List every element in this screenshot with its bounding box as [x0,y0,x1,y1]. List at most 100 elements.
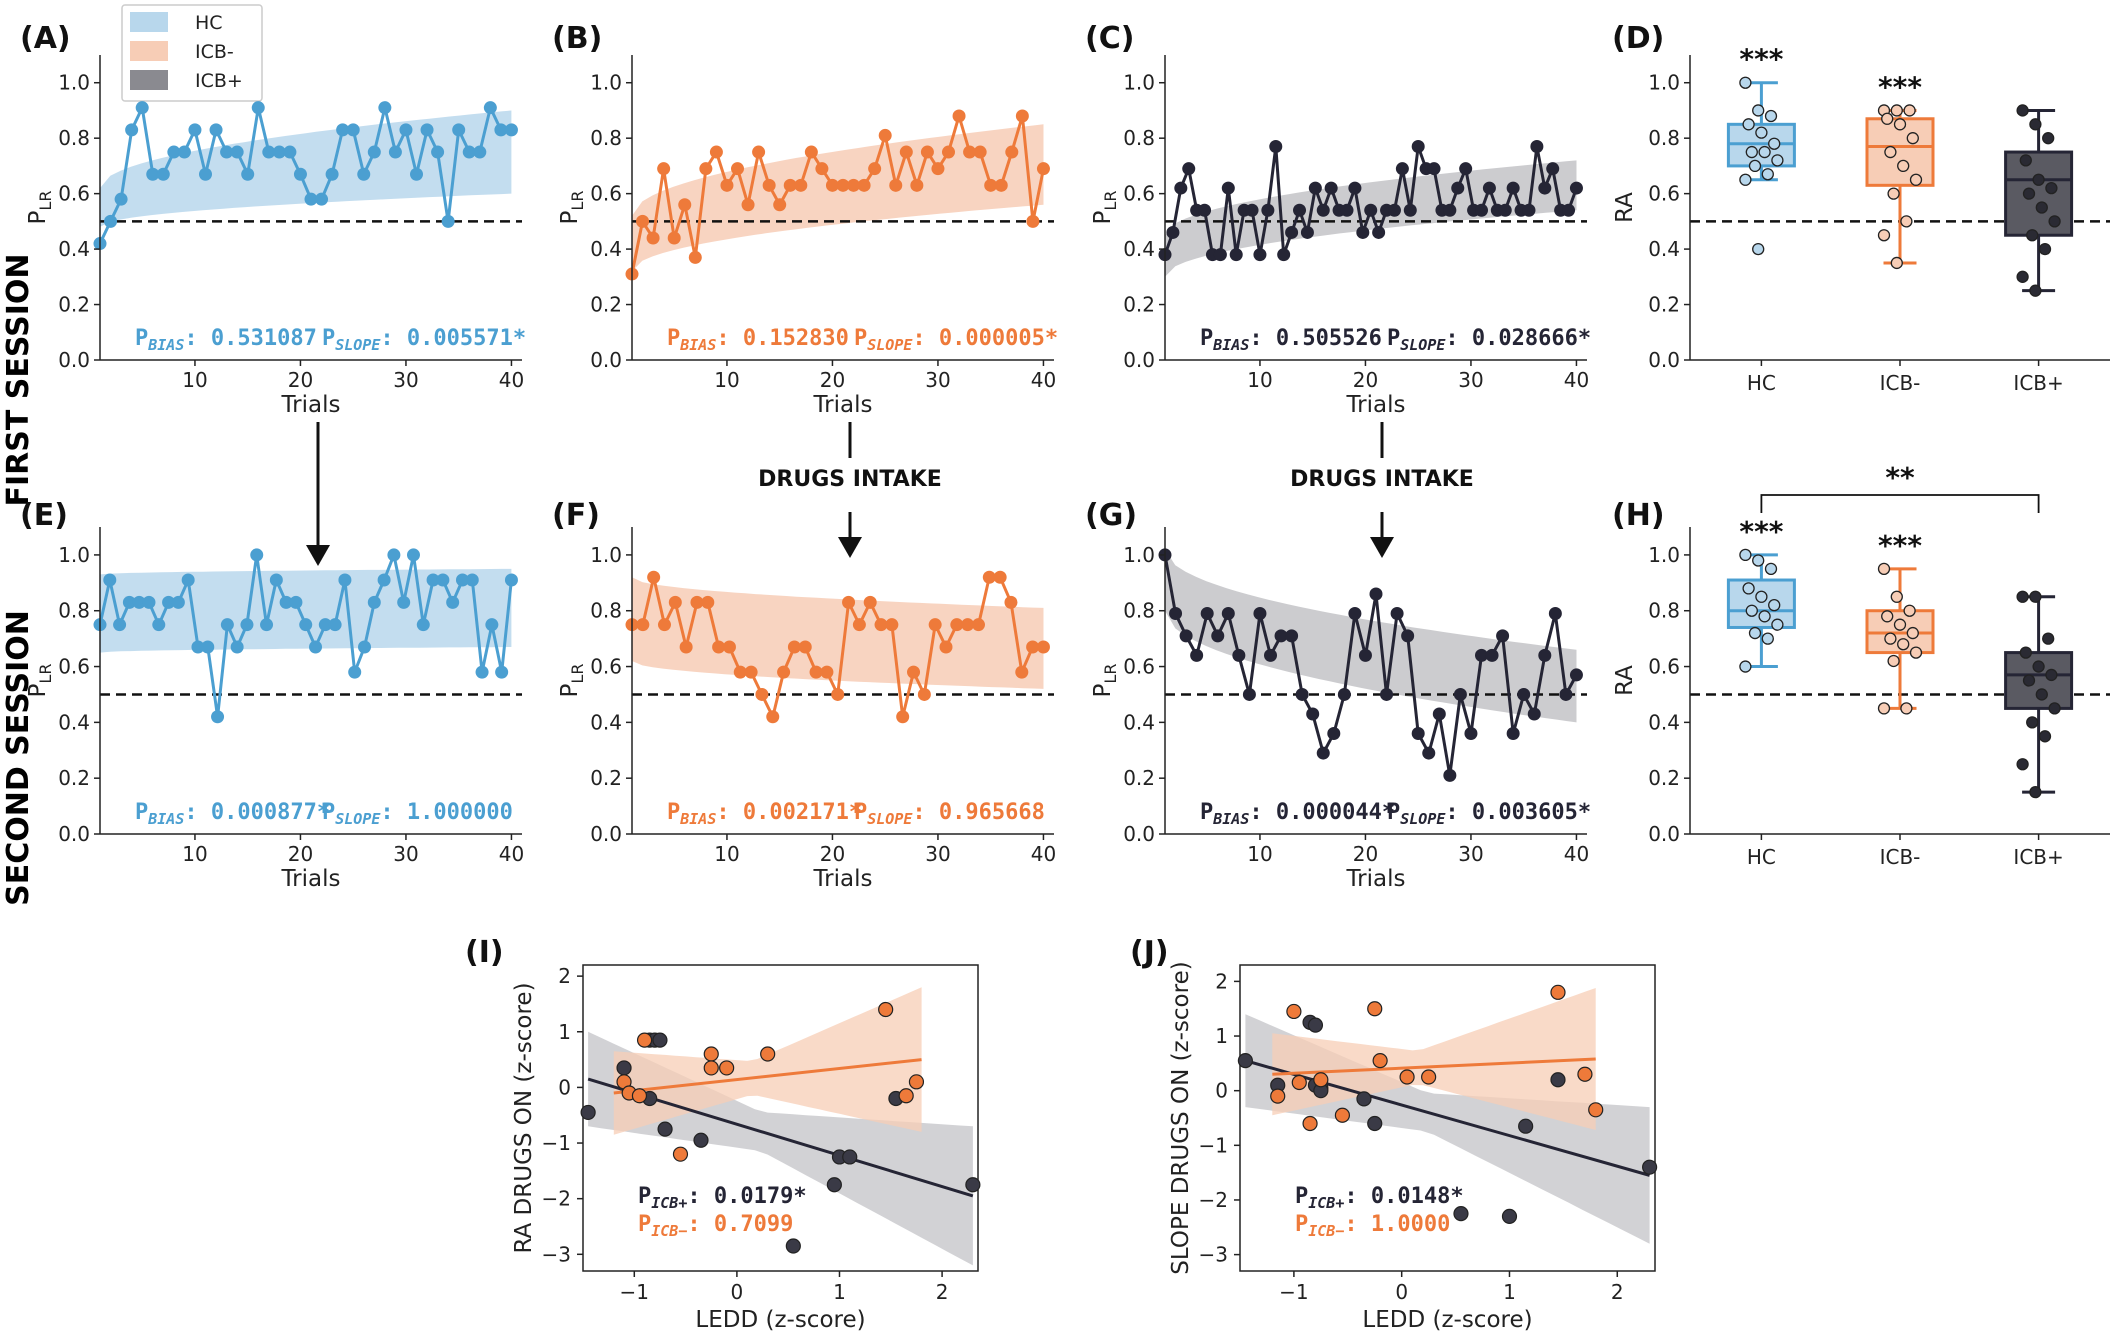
data-point [230,145,244,159]
data-point [1242,687,1256,701]
data-point [794,178,808,192]
data-point [1538,181,1552,195]
y-tick-label: 1.0 [1123,543,1155,567]
y-tick-label: 1.0 [590,543,622,567]
x-axis-title: Trials [1346,866,1406,892]
data-point [1356,1091,1372,1107]
significance-bracket [1760,494,2040,513]
panel-label: (J) [1130,935,1169,970]
data-point [1890,256,1903,270]
data-point [1506,727,1520,741]
x-tick-label: 10 [1247,842,1272,866]
data-point [1768,137,1781,150]
data-point [1174,181,1188,195]
confidence-band [100,568,512,653]
legend: HC ICB- ICB+ [121,4,263,102]
data-point [104,214,118,228]
data-point [1522,203,1536,217]
data-point [836,178,850,192]
data-point [1881,112,1894,125]
panel-label: (F) [552,498,600,533]
data-point [1562,203,1576,217]
x-tick-label: 30 [1458,368,1483,392]
data-point [889,178,903,192]
data-point [2042,632,2055,645]
data-point [709,145,723,159]
y-axis-title: RA [1612,192,1638,223]
data-point [646,231,660,245]
p-slope-label: PSLOPE: 0.000005* [854,326,1058,354]
data-point [1453,1206,1469,1222]
data-point [250,548,264,562]
data-point [1015,109,1029,123]
data-point [2038,730,2052,743]
arrow-b-to-f-head [838,537,862,558]
data-point [1443,203,1457,217]
y-tick-label: 0.8 [590,126,622,150]
data-point [760,1046,776,1062]
y-tick-label: 0.0 [590,822,622,846]
data-point [260,618,274,632]
data-point [1897,638,1910,651]
data-point [1401,629,1415,643]
data-point [504,123,518,137]
data-point [220,145,234,159]
p-bias-label: PBIAS: 0.000877* [135,800,330,828]
legend-label-hc: HC [195,12,223,34]
y-axis-title: PLR [25,664,55,698]
data-point [1877,702,1891,715]
data-point [1348,181,1362,195]
data-point [388,145,402,159]
data-point [917,687,931,701]
y-tick-label: 0.6 [58,655,90,679]
significance-stars: *** [1878,529,1922,562]
data-point [815,162,829,176]
data-point [220,618,234,632]
data-point [1229,248,1243,262]
data-point [1253,607,1267,621]
panel-g: (G) 0.0 0.2 0.4 0.6 0.8 1.0 10 20 30 40 Trials PLR PB… [1085,498,1591,892]
y-tick-label: 0.6 [1123,655,1155,679]
data-point [2016,758,2029,771]
y-tick-label: 0.4 [590,237,622,261]
confidence-band [1165,549,1577,723]
data-point [1642,1159,1658,1175]
data-point [122,595,136,609]
data-point [755,687,769,701]
data-point [2019,154,2032,167]
data-point [842,595,856,609]
x-tick-label: HC [1747,371,1776,395]
data-point [1752,554,1765,567]
data-point [1745,145,1758,159]
significance-stars: *** [1878,70,1922,103]
data-point [1909,646,1923,659]
data-point [703,1046,719,1062]
data-point [1764,562,1778,576]
data-point [1237,1053,1253,1069]
p-bias-label: PBIAS: 0.152830 [667,326,849,354]
data-point [1334,1107,1351,1123]
p-icb-minus-label: PICB−: 0.7099 [638,1212,793,1240]
data-point [462,145,476,159]
confidence-band [632,577,1044,689]
x-axis-title: Trials [813,866,873,892]
data-point [309,640,323,654]
data-point [420,123,434,137]
x-tick-label: 20 [288,368,313,392]
data-point [211,710,225,724]
p-bias-label: PBIAS: 0.505526 [1200,326,1382,354]
data-point [103,573,117,587]
data-point [1211,629,1225,643]
data-point [701,595,715,609]
data-point [878,1001,894,1018]
y-tick-label: 0.6 [1648,182,1680,206]
data-point [762,178,776,192]
data-point [809,665,823,679]
data-point [1453,687,1467,701]
data-point [338,573,352,587]
data-point [688,250,702,264]
x-tick-label: 40 [1564,842,1589,866]
data-point [733,665,747,679]
x-tick-label: 40 [1031,368,1056,392]
data-point [2048,702,2061,715]
